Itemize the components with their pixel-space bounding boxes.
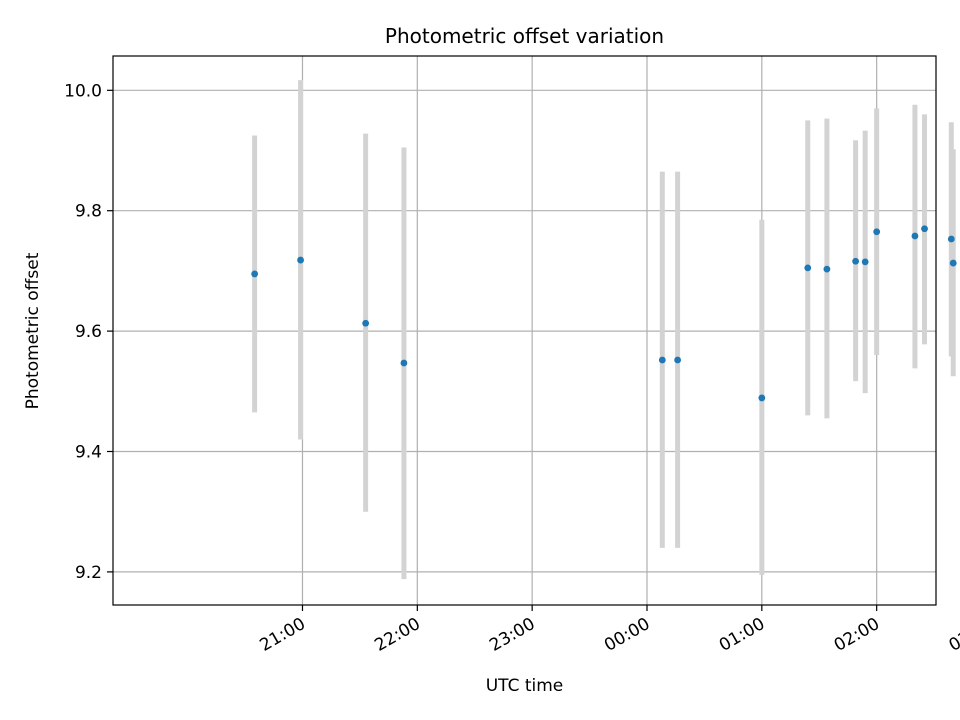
data-points bbox=[251, 225, 957, 402]
data-point bbox=[921, 225, 928, 233]
data-point bbox=[362, 319, 370, 327]
data-point bbox=[804, 264, 812, 272]
x-axis-title: UTC time bbox=[486, 676, 564, 696]
data-point bbox=[873, 228, 881, 236]
data-point bbox=[823, 265, 831, 273]
y-tick-label: 9.4 bbox=[75, 442, 102, 462]
data-point bbox=[297, 256, 304, 264]
data-point bbox=[758, 394, 766, 402]
y-tick-label: 10.0 bbox=[64, 81, 102, 101]
data-point bbox=[861, 258, 869, 266]
y-tick-label: 9.6 bbox=[75, 322, 102, 342]
y-tick-label: 9.8 bbox=[75, 202, 102, 222]
data-point bbox=[949, 259, 957, 267]
y-tick-label: 9.2 bbox=[75, 563, 102, 583]
plot-area-frame bbox=[112, 55, 937, 606]
data-point bbox=[852, 257, 860, 265]
data-point bbox=[400, 359, 408, 367]
y-axis-title: Photometric offset bbox=[23, 252, 43, 409]
chart-title: Photometric offset variation bbox=[385, 24, 664, 48]
data-point bbox=[947, 235, 955, 243]
data-point bbox=[911, 232, 919, 240]
data-point bbox=[251, 270, 259, 278]
data-point bbox=[658, 356, 666, 364]
data-point bbox=[674, 356, 682, 364]
y-axis-ticks: 9.2 9.4 9.6 9.8 10.0 bbox=[64, 81, 113, 583]
